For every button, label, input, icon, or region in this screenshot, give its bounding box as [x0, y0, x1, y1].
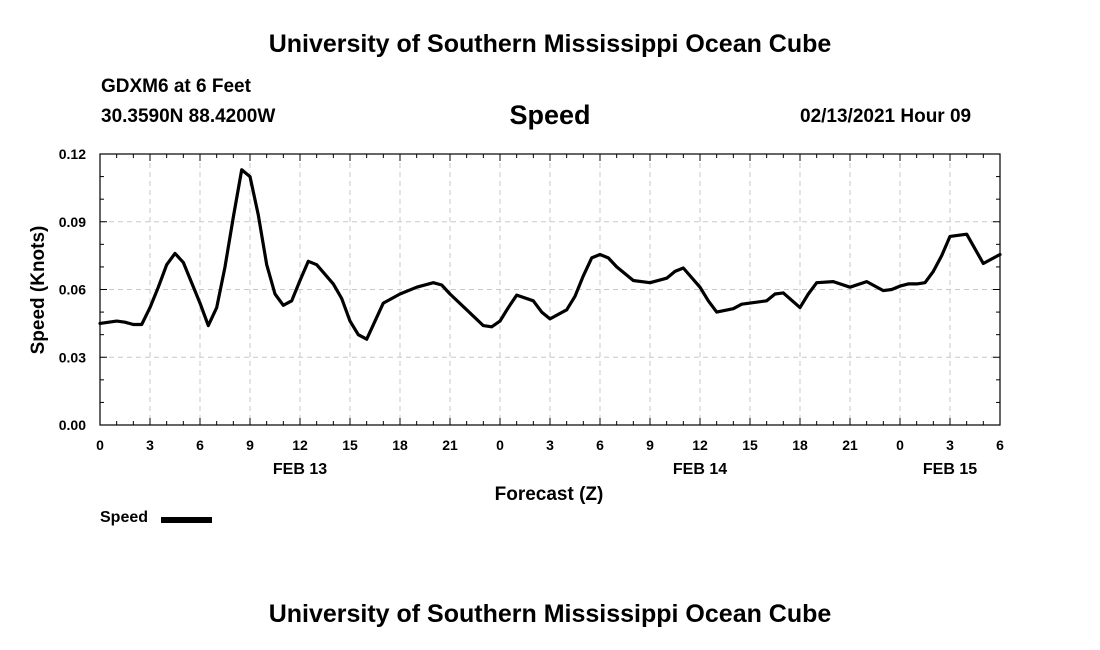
- date-label: FEB 14: [673, 461, 727, 478]
- x-tick-label: 15: [742, 437, 758, 453]
- y-tick-label: 0.12: [59, 146, 86, 162]
- x-tick-label: 21: [442, 437, 458, 453]
- x-tick-label: 0: [96, 437, 104, 453]
- x-tick-label: 12: [292, 437, 308, 453]
- axis-labels: 0 3 6 9 12 15 18 21 0 3 6 9 12 15 18 21 0 3 6 FEB 13 FEB 14 F…: [59, 146, 1004, 478]
- station-label: GDXM6 at 6 Feet: [101, 76, 251, 97]
- footer-title: University of Southern Mississippi Ocean…: [268, 600, 832, 628]
- legend-label: Speed: [100, 509, 149, 526]
- y-axis-label: Speed (Knots): [28, 226, 49, 355]
- coordinates-label: 30.3590N 88.4200W: [101, 106, 276, 127]
- x-axis-label: Forecast (Z): [495, 484, 604, 505]
- x-tick-label: 0: [496, 437, 504, 453]
- x-tick-label: 6: [996, 437, 1004, 453]
- x-tick-label: 6: [196, 437, 204, 453]
- x-tick-label: 18: [792, 437, 808, 453]
- x-tick-label: 6: [596, 437, 604, 453]
- y-tick-label: 0.00: [59, 417, 86, 433]
- y-tick-label: 0.06: [59, 282, 86, 298]
- x-tick-label: 3: [146, 437, 154, 453]
- grid: [100, 154, 1000, 425]
- datetime-label: 02/13/2021 Hour 09: [800, 106, 972, 127]
- y-tick-label: 0.03: [59, 349, 86, 365]
- x-tick-label: 3: [546, 437, 554, 453]
- x-tick-label: 18: [392, 437, 408, 453]
- x-tick-label: 9: [646, 437, 654, 453]
- date-label: FEB 13: [273, 461, 327, 478]
- x-tick-label: 21: [842, 437, 858, 453]
- speed-series-line: [98, 168, 1002, 341]
- series-layer: [98, 168, 1002, 341]
- x-tick-label: 3: [946, 437, 954, 453]
- x-tick-label: 9: [246, 437, 254, 453]
- legend-line-swatch: [161, 517, 212, 523]
- x-tick-label: 12: [692, 437, 708, 453]
- chart-title: Speed: [509, 100, 591, 130]
- x-tick-label: 15: [342, 437, 358, 453]
- plot-frame: [99, 153, 1001, 426]
- y-tick-label: 0.09: [59, 214, 86, 230]
- date-label: FEB 15: [923, 461, 977, 478]
- x-tick-label: 0: [896, 437, 904, 453]
- page-title: University of Southern Mississippi Ocean…: [268, 30, 832, 58]
